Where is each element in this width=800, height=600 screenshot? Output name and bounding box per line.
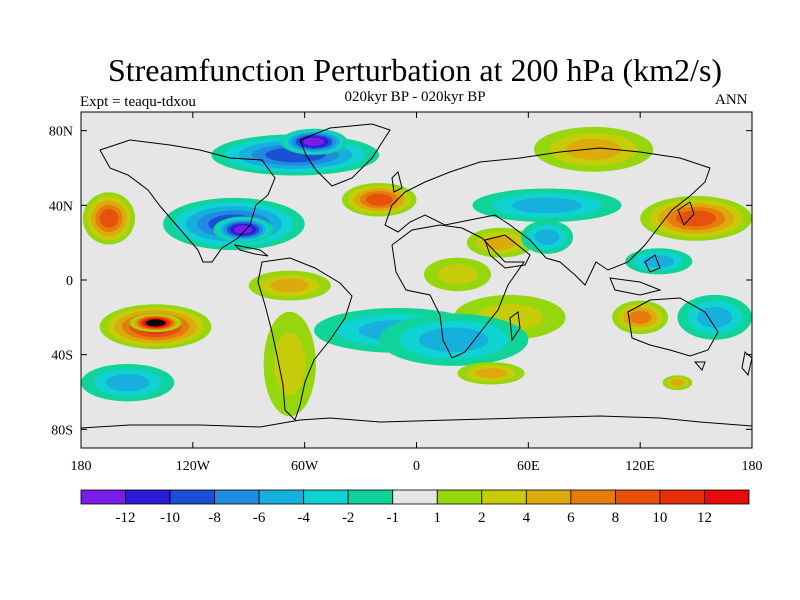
colorbar-label: 1 [434, 510, 442, 526]
colorbar-label: 6 [567, 510, 575, 526]
anomaly-11-band-3 [418, 327, 489, 352]
colorbar-label: -6 [253, 510, 266, 526]
anomaly-7-band-3 [534, 229, 560, 245]
anomaly-12-band-3 [270, 278, 309, 293]
colorbar-label: -2 [342, 510, 355, 526]
anomaly-15-band-9 [148, 320, 164, 326]
anomaly-16-band-3 [105, 373, 150, 392]
x-tick-label: 60E [517, 459, 540, 474]
x-tick-label: 180 [742, 459, 763, 474]
colorbar-swatch [525, 489, 572, 505]
experiment-label: Expt = teaqu-tdxou [80, 94, 196, 110]
x-tick-label: 0 [413, 459, 420, 474]
colorbar-swatch [704, 489, 750, 505]
season-label: ANN [715, 92, 748, 108]
x-axis: 180 120W 60W 0 60E 120E 180 [71, 112, 763, 474]
colorbar-swatch [436, 489, 483, 505]
colorbar-label: 8 [612, 510, 620, 526]
anomaly-24-band-3 [475, 368, 507, 379]
colorbar-label: -10 [160, 510, 180, 526]
streamfunction-field [81, 126, 752, 417]
colorbar-label: 4 [523, 510, 531, 526]
x-tick-label: 60W [291, 459, 319, 474]
y-tick-label: 80S [51, 423, 73, 438]
anomaly-20-band-4 [628, 310, 652, 325]
colorbar-swatch [570, 489, 616, 505]
x-tick-label: 120W [176, 459, 211, 474]
colorbar-swatch [659, 489, 705, 505]
colorbar-label: -4 [297, 510, 310, 526]
y-tick-label: 80N [49, 125, 73, 140]
anomaly-6-band-3 [484, 235, 517, 250]
colorbar-label: 10 [652, 510, 667, 526]
colorbar-swatch [615, 489, 661, 505]
colorbar-swatch [481, 489, 527, 505]
colorbar-swatch [392, 489, 438, 505]
colorbar: -12 -10 -8 -6 -4 -2 -1 1 2 4 6 8 10 12 [80, 489, 750, 526]
colorbar-label: -12 [116, 510, 136, 526]
anomaly-4-band-5 [365, 193, 393, 206]
anomaly-18-band-5 [675, 210, 717, 227]
x-tick-label: 120E [625, 459, 655, 474]
y-tick-label: 40N [49, 199, 73, 214]
colorbar-swatch [258, 489, 305, 505]
colorbar-label: -1 [386, 510, 399, 526]
anomaly-8-band-2 [437, 264, 478, 285]
chart-subtitle: 020kyr BP - 020kyr BP [344, 89, 486, 105]
y-tick-label: 40S [51, 349, 73, 364]
colorbar-swatch [169, 489, 215, 505]
y-tick-label: 0 [66, 274, 73, 289]
anomaly-5-band-3 [512, 197, 582, 214]
anomaly-21-band-3 [697, 306, 733, 328]
x-tick-label: 180 [71, 459, 92, 474]
colorbar-swatch [80, 489, 126, 505]
colorbar-swatch [303, 489, 349, 505]
colorbar-label: 12 [697, 510, 712, 526]
y-axis: 80N 40N 0 40S 80S [49, 125, 752, 438]
anomaly-17-band-5 [99, 208, 119, 228]
anomaly-1-band-7 [303, 137, 325, 146]
colorbar-swatch [125, 489, 171, 505]
colorbar-swatch [214, 489, 260, 505]
map-background [81, 112, 752, 448]
coastlines [81, 123, 752, 429]
anomaly-22-band-3 [670, 379, 685, 387]
chart-title: Streamfunction Perturbation at 200 hPa (… [107, 52, 723, 88]
anomaly-23-band-3 [565, 138, 622, 160]
colorbar-label: 2 [478, 510, 486, 526]
colorbar-swatch [347, 489, 394, 505]
colorbar-label: -8 [208, 510, 221, 526]
